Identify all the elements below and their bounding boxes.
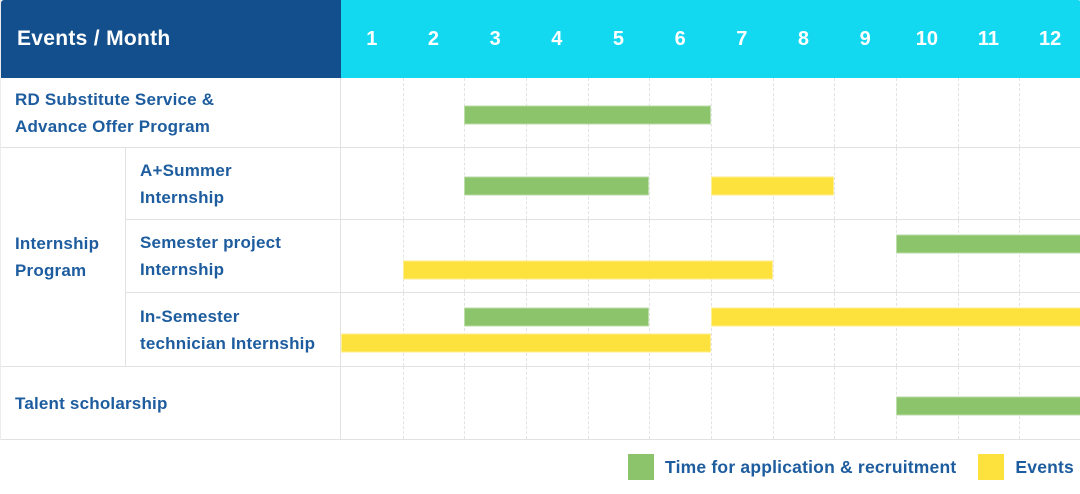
month-gridline [402, 220, 404, 292]
month-gridline [896, 148, 897, 219]
month-gridline [1019, 293, 1021, 366]
application-recruitment-bar [464, 176, 650, 196]
legend-item-yellow: Events [978, 454, 1074, 480]
application-recruitment-bar [896, 396, 1080, 416]
month-gridline [772, 220, 774, 292]
month-gridline [587, 293, 589, 366]
month-gridline [464, 220, 466, 292]
month-gridline [402, 293, 404, 366]
row-chart-semester-project-internship [341, 220, 1080, 293]
month-gridline [896, 220, 897, 292]
month-gridline [957, 220, 959, 292]
events-bar [341, 333, 711, 353]
legend-label: Time for application & recruitment [665, 456, 957, 477]
month-gridline [587, 220, 589, 292]
table-header-title-cell: Events / Month [1, 0, 341, 78]
month-gridline [711, 78, 712, 147]
row-chart-a-plus-summer-internship [341, 148, 1080, 220]
month-gridline [587, 367, 589, 439]
application-recruitment-bar [464, 105, 711, 125]
row-label-text: In-Semester technician Internship [140, 306, 316, 353]
legend: Time for application & recruitment Events [0, 440, 1080, 494]
month-gridline [772, 78, 774, 147]
month-header-cell: 10 [915, 27, 938, 50]
month-header-cell: 9 [859, 27, 871, 50]
month-header-row: 1 2 3 4 5 6 7 8 9 10 11 12 [341, 0, 1080, 78]
legend-swatch-yellow [978, 454, 1005, 480]
month-gridline [402, 367, 404, 439]
month-gridline [711, 367, 712, 439]
row-chart-rd-substitute-service [341, 78, 1080, 148]
month-gridline [896, 293, 897, 366]
month-gridline [957, 148, 959, 219]
events-bar [711, 176, 835, 196]
month-gridline [402, 78, 404, 147]
row-label-rd-substitute-service: RD Substitute Service & Advance Offer Pr… [1, 78, 341, 148]
month-gridline [834, 78, 836, 147]
month-gridline [526, 220, 527, 292]
row-label-text: A+Summer Internship [140, 160, 232, 207]
month-gridline [464, 293, 466, 366]
events-bar [711, 307, 1080, 327]
month-gridline [649, 220, 651, 292]
month-gridline [711, 293, 712, 366]
month-header-cell: 6 [674, 27, 686, 50]
month-gridline [957, 78, 959, 147]
month-gridline [772, 293, 774, 366]
month-header-cell: 8 [797, 27, 810, 50]
month-gridline [464, 367, 466, 439]
month-gridline [834, 148, 836, 219]
month-header-cell: 5 [612, 27, 625, 50]
month-gridline [649, 293, 651, 366]
month-header-cell: 12 [1039, 27, 1062, 50]
month-header-cell: 7 [736, 27, 748, 50]
row-label-text: Talent scholarship [15, 393, 168, 413]
row-chart-in-semester-technician-internship [341, 293, 1080, 367]
month-gridline [834, 367, 836, 439]
month-gridline [526, 293, 527, 366]
application-recruitment-bar [464, 307, 650, 327]
legend-item-green: Time for application & recruitment [628, 454, 956, 480]
table-header-title: Events / Month [17, 27, 171, 50]
month-gridline [711, 220, 712, 292]
month-header-cell: 11 [977, 27, 1000, 50]
month-gridline [834, 293, 836, 366]
row-label-in-semester-technician-internship: In-Semester technician Internship [126, 293, 341, 367]
month-gridline [649, 367, 651, 439]
month-gridline [402, 148, 404, 219]
month-header-cell: 3 [489, 27, 501, 50]
row-label-text: RD Substitute Service & Advance Offer Pr… [15, 89, 215, 136]
row-chart-talent-scholarship [341, 367, 1080, 440]
group-label-internship-program: Internship Program [1, 148, 126, 367]
month-header-cell: 4 [551, 27, 563, 50]
month-gridline [526, 367, 527, 439]
events-bar [402, 260, 773, 280]
row-label-semester-project-internship: Semester project Internship [126, 220, 341, 293]
row-label-a-plus-summer-internship: A+Summer Internship [126, 148, 341, 220]
month-header-cell: 1 [366, 27, 378, 50]
month-gridline [1019, 78, 1021, 147]
month-gridline [896, 78, 897, 147]
row-label-talent-scholarship: Talent scholarship [1, 367, 341, 440]
month-header-cell: 2 [427, 27, 440, 50]
month-gridline [1019, 148, 1021, 219]
month-gridline [957, 293, 959, 366]
application-recruitment-bar [896, 234, 1080, 254]
events-month-table: Events / Month 1 2 3 4 5 6 7 8 9 10 11 12 RD Substi… [0, 0, 1080, 440]
legend-label: Events [1015, 456, 1074, 477]
month-gridline [772, 367, 774, 439]
legend-swatch-green [628, 454, 655, 480]
group-label-text: Internship Program [15, 234, 100, 280]
month-gridline [649, 148, 651, 219]
month-gridline [834, 220, 836, 292]
month-gridline [1019, 220, 1021, 292]
row-label-text: Semester project Internship [140, 233, 282, 279]
